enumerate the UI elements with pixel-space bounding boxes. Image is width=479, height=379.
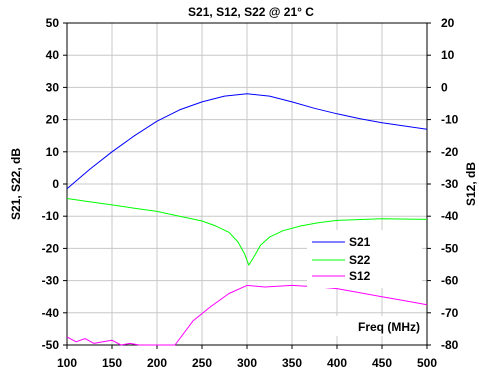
x-tick-label: 450 xyxy=(372,356,392,370)
x-tick-label: 150 xyxy=(102,356,122,370)
y-tick-label: -30 xyxy=(42,274,60,288)
y-tick-label: 10 xyxy=(46,145,60,159)
y2-tick-label: -50 xyxy=(441,241,459,255)
y-tick-label: -50 xyxy=(42,338,60,352)
x-tick-label: 300 xyxy=(237,356,257,370)
x-tick-label: 200 xyxy=(147,356,167,370)
chart-title: S21, S12, S22 @ 21° C xyxy=(188,5,314,19)
y-tick-label: -10 xyxy=(42,209,60,223)
grid-lines xyxy=(67,23,427,345)
x-tick-label: 400 xyxy=(327,356,347,370)
legend-label-s12: S12 xyxy=(349,269,371,283)
y-tick-label: 30 xyxy=(46,80,60,94)
x-tick-label: 100 xyxy=(57,356,77,370)
legend-label-s21: S21 xyxy=(349,235,371,249)
y2-tick-label: -30 xyxy=(441,177,459,191)
y2-tick-label: 0 xyxy=(441,80,448,94)
x-axis-ticks: 100 150 200 250 300 350 400 450 500 xyxy=(57,345,437,370)
y-tick-label: 0 xyxy=(52,177,59,191)
x-tick-label: 350 xyxy=(282,356,302,370)
legend: S21 S22 S12 xyxy=(307,230,422,288)
y2-tick-label: -80 xyxy=(441,338,459,352)
y-tick-label: 40 xyxy=(46,48,60,62)
y2-tick-label: 20 xyxy=(441,16,455,30)
y2-tick-label: -40 xyxy=(441,209,459,223)
y2-axis-label: S12, dB xyxy=(464,162,478,206)
y2-tick-label: 10 xyxy=(441,48,455,62)
y2-axis-ticks: -80 -70 -60 -50 -40 -30 -20 -10 0 10 20 xyxy=(427,16,459,352)
y2-tick-label: -10 xyxy=(441,113,459,127)
y-tick-label: 50 xyxy=(46,16,60,30)
legend-label-s22: S22 xyxy=(349,253,371,267)
y-tick-label: -20 xyxy=(42,241,60,255)
y-tick-label: -40 xyxy=(42,306,60,320)
y-axis-label: S21, S22, dB xyxy=(9,148,23,220)
y2-tick-label: -70 xyxy=(441,306,459,320)
x-tick-label: 500 xyxy=(417,356,437,370)
y2-tick-label: -60 xyxy=(441,274,459,288)
x-tick-label: 250 xyxy=(192,356,212,370)
y-tick-label: 20 xyxy=(46,113,60,127)
x-axis-label: Freq (MHz) xyxy=(358,320,420,334)
y-axis-ticks: -50 -40 -30 -20 -10 0 10 20 30 40 50 xyxy=(42,16,67,352)
y2-tick-label: -20 xyxy=(441,145,459,159)
